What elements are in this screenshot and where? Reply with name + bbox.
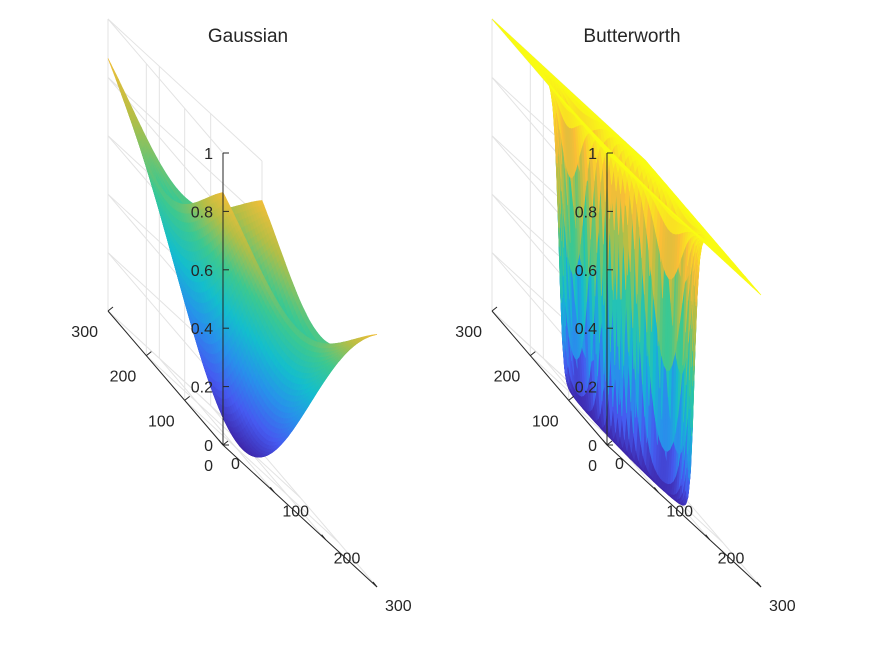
grid-line [107,18,224,154]
gaussian-title: Gaussian [208,26,288,47]
x-tick-label: 300 [385,598,412,615]
y-tick-label: 100 [148,413,175,430]
gaussian-plot: 0 0.2 0.4 0.6 0.8 1 0 100 200 300 0 100 200 300 Gauss… [71,18,412,615]
grid-line [184,399,339,543]
z-tick-label: 0 [204,438,213,455]
x-tick-label: 100 [282,503,309,520]
z-tick-label: 1 [204,146,213,163]
gaussian-surface [107,58,378,458]
y-tick-label: 200 [110,369,137,386]
z-tick-label: 0.6 [191,263,213,280]
z-tick-label: 0.4 [191,321,213,338]
x-tick-label: 200 [334,551,361,568]
y-tick-label: 0 [204,458,213,475]
y-tick-label: 300 [71,324,98,341]
grid-line [261,452,378,588]
z-tick-label: 0.8 [191,204,213,221]
z-tick-label: 0.2 [191,380,213,397]
grid-line [107,18,263,162]
grid-line [158,357,275,493]
x-tick-label: 0 [231,456,240,473]
